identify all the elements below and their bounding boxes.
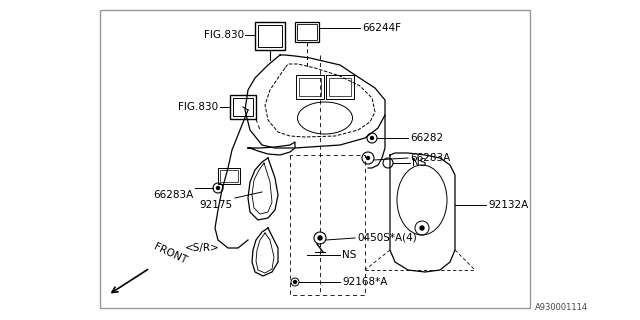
Text: 92132A: 92132A [488, 200, 528, 210]
Text: 66282: 66282 [410, 133, 443, 143]
Text: 92168*A: 92168*A [342, 277, 387, 287]
Text: 0450S*A(4): 0450S*A(4) [357, 233, 417, 243]
Bar [299, 78, 321, 96]
Text: FIG.830: FIG.830 [204, 30, 244, 40]
Text: A930001114: A930001114 [535, 303, 588, 312]
Text: <S/R>: <S/R> [185, 243, 220, 253]
Text: NS: NS [412, 158, 426, 168]
Circle shape [420, 226, 424, 230]
Text: 66283A: 66283A [153, 190, 193, 200]
Text: FIG.830: FIG.830 [178, 102, 218, 112]
Bar [295, 22, 319, 42]
Text: 92175: 92175 [200, 200, 233, 210]
Bar [329, 78, 351, 96]
Text: NS: NS [342, 250, 356, 260]
Bar [296, 75, 324, 99]
Bar [326, 75, 354, 99]
Text: FRONT: FRONT [152, 242, 188, 266]
Bar [297, 24, 317, 40]
Bar [218, 168, 240, 184]
Bar [233, 98, 253, 116]
Text: 66283A: 66283A [410, 153, 451, 163]
Circle shape [216, 187, 220, 189]
Bar [255, 22, 285, 50]
Bar [258, 25, 282, 47]
Bar [230, 95, 256, 119]
Ellipse shape [298, 102, 353, 134]
Bar [100, 10, 530, 308]
Circle shape [318, 236, 322, 240]
Bar [220, 170, 238, 182]
Text: 66244F: 66244F [362, 23, 401, 33]
Circle shape [367, 156, 369, 159]
Ellipse shape [397, 165, 447, 235]
Circle shape [294, 281, 296, 284]
Circle shape [371, 137, 374, 140]
